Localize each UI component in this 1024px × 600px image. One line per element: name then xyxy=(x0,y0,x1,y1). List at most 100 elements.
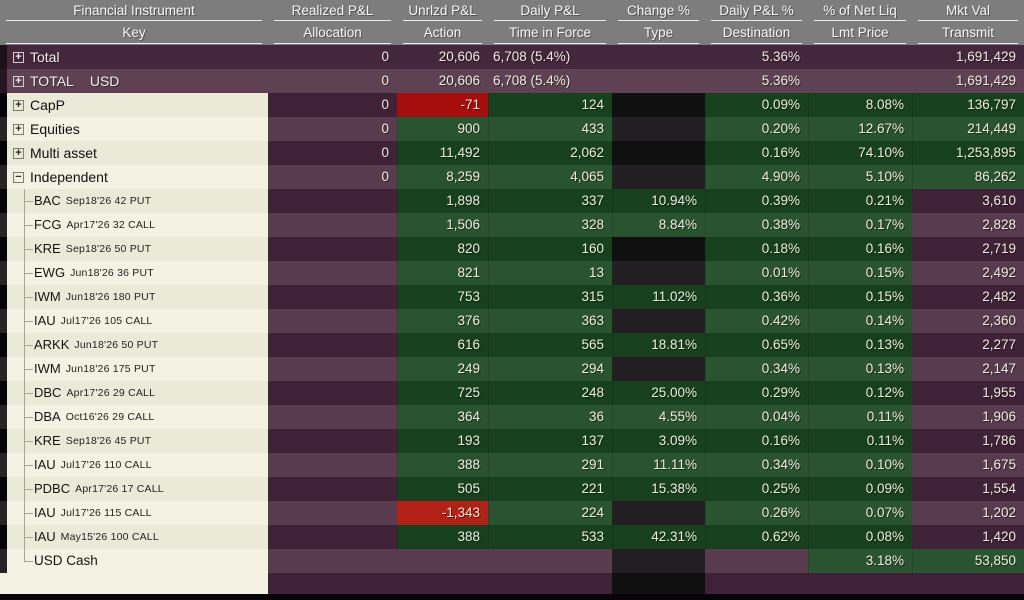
cell-financial-instrument[interactable]: ARKK Jun18'26 50 PUT xyxy=(0,333,268,357)
expand-icon[interactable]: + xyxy=(13,147,24,159)
cell-pct-of-net-liq[interactable]: 0.12% xyxy=(808,381,912,405)
cell-mkt-val[interactable]: 2,492 xyxy=(912,261,1024,285)
cell-mkt-val[interactable]: 1,691,429 xyxy=(912,45,1024,69)
cell-pct-of-net-liq[interactable]: 0.13% xyxy=(808,357,912,381)
cell-allocation[interactable]: 0 xyxy=(268,117,397,141)
cell-daily-pnl[interactable]: 533 xyxy=(488,525,612,549)
col-header-unrlzd-pnl[interactable]: Unrlzd P&L xyxy=(397,0,488,22)
cell-change-pct[interactable] xyxy=(612,141,705,165)
cell-daily-pnl[interactable]: 2,062 xyxy=(488,141,612,165)
cell-allocation[interactable] xyxy=(268,429,397,453)
cell-unrlzd-pnl[interactable] xyxy=(397,549,488,573)
cell-mkt-val[interactable]: 1,202 xyxy=(912,501,1024,525)
cell-allocation[interactable] xyxy=(268,333,397,357)
cell-allocation[interactable] xyxy=(268,285,397,309)
cell-pct-of-net-liq[interactable]: 0.08% xyxy=(808,525,912,549)
cell-daily-pnl[interactable]: 6,708 (5.4%) xyxy=(488,69,612,93)
cell-daily-pnl[interactable]: 224 xyxy=(488,501,612,525)
expand-icon[interactable]: + xyxy=(13,99,24,111)
cell-mkt-val[interactable]: 2,828 xyxy=(912,213,1024,237)
cell-change-pct[interactable]: 25.00% xyxy=(612,381,705,405)
cell-daily-pnl-pct[interactable]: 4.90% xyxy=(705,165,808,189)
cell-allocation[interactable] xyxy=(268,453,397,477)
cell-allocation[interactable]: 0 xyxy=(268,45,397,69)
cell-financial-instrument[interactable]: + CapP xyxy=(0,93,268,117)
cell-mkt-val[interactable]: 1,906 xyxy=(912,405,1024,429)
cell-financial-instrument[interactable]: + Total xyxy=(0,45,268,69)
cell-mkt-val[interactable]: 1,675 xyxy=(912,453,1024,477)
cell-daily-pnl[interactable] xyxy=(488,549,612,573)
cell-change-pct[interactable] xyxy=(612,549,705,573)
expand-icon[interactable]: + xyxy=(13,75,24,87)
cell-daily-pnl-pct[interactable]: 5.36% xyxy=(705,69,808,93)
cell-change-pct[interactable]: 15.38% xyxy=(612,477,705,501)
col-header-daily-pnl-pct[interactable]: Daily P&L % xyxy=(705,0,808,22)
cell-mkt-val[interactable]: 1,420 xyxy=(912,525,1024,549)
cell-pct-of-net-liq[interactable]: 3.18% xyxy=(808,549,912,573)
cell-change-pct[interactable] xyxy=(612,261,705,285)
cell-financial-instrument[interactable]: + Equities xyxy=(0,117,268,141)
cell-daily-pnl-pct[interactable]: 0.26% xyxy=(705,501,808,525)
cell-change-pct[interactable] xyxy=(612,93,705,117)
cell-change-pct[interactable] xyxy=(612,117,705,141)
cell-financial-instrument[interactable]: + TOTAL USD xyxy=(0,69,268,93)
cell-mkt-val[interactable]: 2,719 xyxy=(912,237,1024,261)
col-header-financial-instrument[interactable]: Financial Instrument xyxy=(0,0,268,22)
cell-unrlzd-pnl[interactable]: 20,606 xyxy=(397,69,488,93)
cell-allocation[interactable] xyxy=(268,213,397,237)
cell-mkt-val[interactable]: 3,610 xyxy=(912,189,1024,213)
cell-unrlzd-pnl[interactable]: 821 xyxy=(397,261,488,285)
cell-pct-of-net-liq[interactable]: 0.11% xyxy=(808,429,912,453)
cell-pct-of-net-liq[interactable]: 0.07% xyxy=(808,501,912,525)
cell-unrlzd-pnl[interactable]: 249 xyxy=(397,357,488,381)
cell-daily-pnl-pct[interactable]: 0.34% xyxy=(705,453,808,477)
cell-change-pct[interactable] xyxy=(612,69,705,93)
col-header-type[interactable]: Type xyxy=(612,22,705,45)
cell-daily-pnl-pct[interactable]: 0.01% xyxy=(705,261,808,285)
cell-daily-pnl[interactable]: 160 xyxy=(488,237,612,261)
cell-daily-pnl[interactable]: 565 xyxy=(488,333,612,357)
cell-mkt-val[interactable]: 86,262 xyxy=(912,165,1024,189)
col-header-time-in-force[interactable]: Time in Force xyxy=(488,22,612,45)
cell-pct-of-net-liq[interactable]: 12.67% xyxy=(808,117,912,141)
cell-daily-pnl-pct[interactable]: 0.34% xyxy=(705,357,808,381)
cell-mkt-val[interactable]: 1,955 xyxy=(912,381,1024,405)
cell-financial-instrument[interactable]: IWM Jun18'26 180 PUT xyxy=(0,285,268,309)
col-header-key[interactable]: Key xyxy=(0,22,268,45)
cell-allocation[interactable] xyxy=(268,405,397,429)
cell-allocation[interactable] xyxy=(268,381,397,405)
cell-allocation[interactable]: 0 xyxy=(268,141,397,165)
cell-daily-pnl[interactable]: 363 xyxy=(488,309,612,333)
cell-daily-pnl[interactable]: 294 xyxy=(488,357,612,381)
cell-daily-pnl[interactable]: 4,065 xyxy=(488,165,612,189)
col-header-transmit[interactable]: Transmit xyxy=(912,22,1024,45)
cell-financial-instrument[interactable]: FCG Apr17'26 32 CALL xyxy=(0,213,268,237)
cell-change-pct[interactable]: 11.11% xyxy=(612,453,705,477)
table-row[interactable]: IAU May15'26 100 CALL 388 533 42.31% 0.62% 0.0… xyxy=(0,525,1024,549)
cell-unrlzd-pnl[interactable]: 1,898 xyxy=(397,189,488,213)
col-header-change-pct[interactable]: Change % xyxy=(612,0,705,22)
cell-pct-of-net-liq[interactable] xyxy=(808,45,912,69)
cell-unrlzd-pnl[interactable]: 505 xyxy=(397,477,488,501)
cell-financial-instrument[interactable]: IAU May15'26 100 CALL xyxy=(0,525,268,549)
cell-mkt-val[interactable]: 214,449 xyxy=(912,117,1024,141)
cell-financial-instrument[interactable]: DBC Apr17'26 29 CALL xyxy=(0,381,268,405)
cell-change-pct[interactable] xyxy=(612,357,705,381)
expand-icon[interactable]: + xyxy=(13,123,24,135)
cell-daily-pnl-pct[interactable]: 0.16% xyxy=(705,429,808,453)
cell-change-pct[interactable] xyxy=(612,309,705,333)
cell-daily-pnl[interactable]: 13 xyxy=(488,261,612,285)
cell-pct-of-net-liq[interactable]: 0.15% xyxy=(808,261,912,285)
col-header-lmt-price[interactable]: Lmt Price xyxy=(808,22,912,45)
cell-daily-pnl-pct[interactable]: 0.16% xyxy=(705,141,808,165)
cell-pct-of-net-liq[interactable] xyxy=(808,69,912,93)
cell-unrlzd-pnl[interactable]: 388 xyxy=(397,453,488,477)
cell-daily-pnl[interactable]: 433 xyxy=(488,117,612,141)
table-row[interactable]: + CapP 0 -71 124 0.09% 8.08% 136,797 xyxy=(0,93,1024,117)
cell-change-pct[interactable]: 4.55% xyxy=(612,405,705,429)
cell-unrlzd-pnl[interactable]: 20,606 xyxy=(397,45,488,69)
col-header-destination[interactable]: Destination xyxy=(705,22,808,45)
cell-pct-of-net-liq[interactable]: 0.14% xyxy=(808,309,912,333)
cell-daily-pnl-pct[interactable]: 5.36% xyxy=(705,45,808,69)
col-header-realized-pnl[interactable]: Realized P&L xyxy=(268,0,397,22)
